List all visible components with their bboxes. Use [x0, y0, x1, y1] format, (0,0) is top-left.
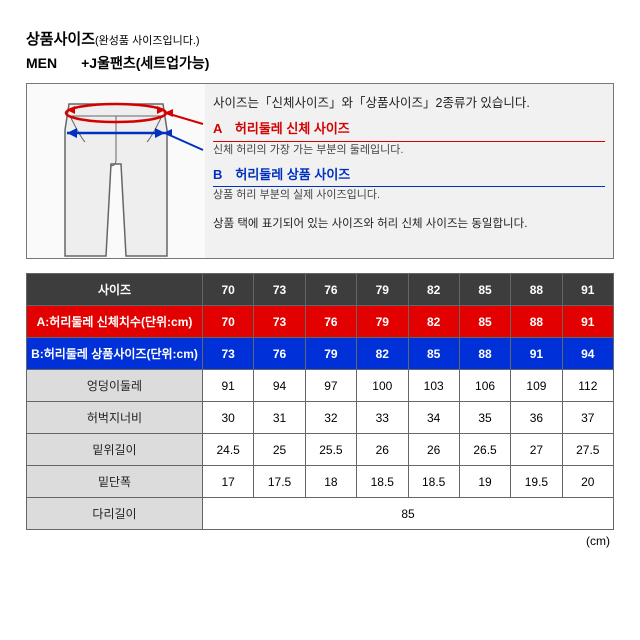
row-cell: 91 — [203, 370, 254, 402]
table-row: A:허리둘레 신체치수(단위:cm)7073767982858891 — [27, 306, 614, 338]
product-name: +J울팬츠(세트업가능) — [81, 55, 209, 71]
sub-title: MEN +J울팬츠(세트업가능) — [26, 53, 614, 73]
row-label: A:허리둘레 신체치수(단위:cm) — [27, 306, 203, 338]
row-cell: 91 — [511, 338, 562, 370]
row-label: 엉덩이둘레 — [27, 370, 203, 402]
row-cell: 37 — [562, 402, 613, 434]
size-col: 82 — [408, 274, 459, 306]
info-bottom-text: 상품 택에 표기되어 있는 사이즈와 허리 신체 사이즈는 동일합니다. — [213, 216, 605, 234]
row-cell: 94 — [562, 338, 613, 370]
row-cell: 18.5 — [408, 466, 459, 498]
row-cell: 100 — [357, 370, 408, 402]
label-a-sub: 신체 허리의 가장 가는 부분의 둘레입니다. — [213, 142, 605, 159]
row-cell: 85 — [408, 338, 459, 370]
row-cell: 34 — [408, 402, 459, 434]
row-cell: 36 — [511, 402, 562, 434]
pants-diagram — [27, 84, 205, 258]
row-cell: 17 — [203, 466, 254, 498]
size-col: 88 — [511, 274, 562, 306]
row-cell: 27 — [511, 434, 562, 466]
row-cell: 109 — [511, 370, 562, 402]
row-cell: 35 — [459, 402, 510, 434]
info-description: 사이즈는「신체사이즈」와「상품사이즈」2종류가 있습니다. A 허리둘레 신체 … — [205, 84, 613, 258]
row-cell: 18.5 — [357, 466, 408, 498]
table-row: 엉덩이둘레919497100103106109112 — [27, 370, 614, 402]
row-cell: 112 — [562, 370, 613, 402]
size-table: 사이즈 70 73 76 79 82 85 88 91 A:허리둘레 신체치수(… — [26, 273, 614, 530]
row-cell: 76 — [254, 338, 305, 370]
title-note: (완성품 사이즈입니다.) — [95, 35, 200, 47]
row-cell: 97 — [305, 370, 356, 402]
table-body: A:허리둘레 신체치수(단위:cm)7073767982858891B:허리둘레… — [27, 306, 614, 530]
table-row: 다리길이85 — [27, 498, 614, 530]
row-cell: 88 — [459, 338, 510, 370]
row-cell: 73 — [203, 338, 254, 370]
row-label: 허벅지너비 — [27, 402, 203, 434]
info-box: 사이즈는「신체사이즈」와「상품사이즈」2종류가 있습니다. A 허리둘레 신체 … — [26, 83, 614, 259]
label-a: A 허리둘레 신체 사이즈 — [213, 119, 605, 141]
row-cell: 31 — [254, 402, 305, 434]
row-cell: 26 — [357, 434, 408, 466]
row-cell: 82 — [408, 306, 459, 338]
row-cell: 30 — [203, 402, 254, 434]
title-text: 상품사이즈 — [26, 31, 95, 48]
table-row: 밑단폭1717.51818.518.51919.520 — [27, 466, 614, 498]
unit-label: (cm) — [26, 534, 614, 548]
row-cell: 24.5 — [203, 434, 254, 466]
row-cell: 73 — [254, 306, 305, 338]
row-cell: 19 — [459, 466, 510, 498]
info-top-text: 사이즈는「신체사이즈」와「상품사이즈」2종류가 있습니다. — [213, 94, 605, 113]
label-b: B 허리둘레 상품 사이즈 — [213, 165, 605, 187]
row-label: 밑단폭 — [27, 466, 203, 498]
row-cell: 26 — [408, 434, 459, 466]
row-cell: 85 — [203, 498, 614, 530]
row-cell: 17.5 — [254, 466, 305, 498]
row-label: 다리길이 — [27, 498, 203, 530]
row-cell: 18 — [305, 466, 356, 498]
size-col: 91 — [562, 274, 613, 306]
size-col: 73 — [254, 274, 305, 306]
header: 상품사이즈(완성품 사이즈입니다.) MEN +J울팬츠(세트업가능) — [26, 28, 614, 73]
row-cell: 32 — [305, 402, 356, 434]
table-row: B:허리둘레 상품사이즈(단위:cm)7376798285889194 — [27, 338, 614, 370]
size-col: 76 — [305, 274, 356, 306]
row-cell: 91 — [562, 306, 613, 338]
row-cell: 20 — [562, 466, 613, 498]
row-cell: 27.5 — [562, 434, 613, 466]
row-cell: 82 — [357, 338, 408, 370]
row-cell: 79 — [305, 338, 356, 370]
table-row: 밑위길이24.52525.5262626.52727.5 — [27, 434, 614, 466]
label-b-sub: 상품 허리 부분의 실제 사이즈입니다. — [213, 187, 605, 204]
row-cell: 76 — [305, 306, 356, 338]
row-cell: 79 — [357, 306, 408, 338]
row-label: 밑위길이 — [27, 434, 203, 466]
row-cell: 26.5 — [459, 434, 510, 466]
page-title: 상품사이즈(완성품 사이즈입니다.) — [26, 28, 614, 49]
row-cell: 94 — [254, 370, 305, 402]
row-label: B:허리둘레 상품사이즈(단위:cm) — [27, 338, 203, 370]
row-cell: 85 — [459, 306, 510, 338]
row-cell: 19.5 — [511, 466, 562, 498]
table-row: 허벅지너비3031323334353637 — [27, 402, 614, 434]
row-cell: 70 — [203, 306, 254, 338]
gender-label: MEN — [26, 55, 57, 71]
size-col: 70 — [203, 274, 254, 306]
size-header: 사이즈 — [27, 274, 203, 306]
row-cell: 25 — [254, 434, 305, 466]
row-cell: 25.5 — [305, 434, 356, 466]
row-cell: 88 — [511, 306, 562, 338]
row-cell: 33 — [357, 402, 408, 434]
table-header-row: 사이즈 70 73 76 79 82 85 88 91 — [27, 274, 614, 306]
size-col: 79 — [357, 274, 408, 306]
row-cell: 103 — [408, 370, 459, 402]
row-cell: 106 — [459, 370, 510, 402]
size-col: 85 — [459, 274, 510, 306]
